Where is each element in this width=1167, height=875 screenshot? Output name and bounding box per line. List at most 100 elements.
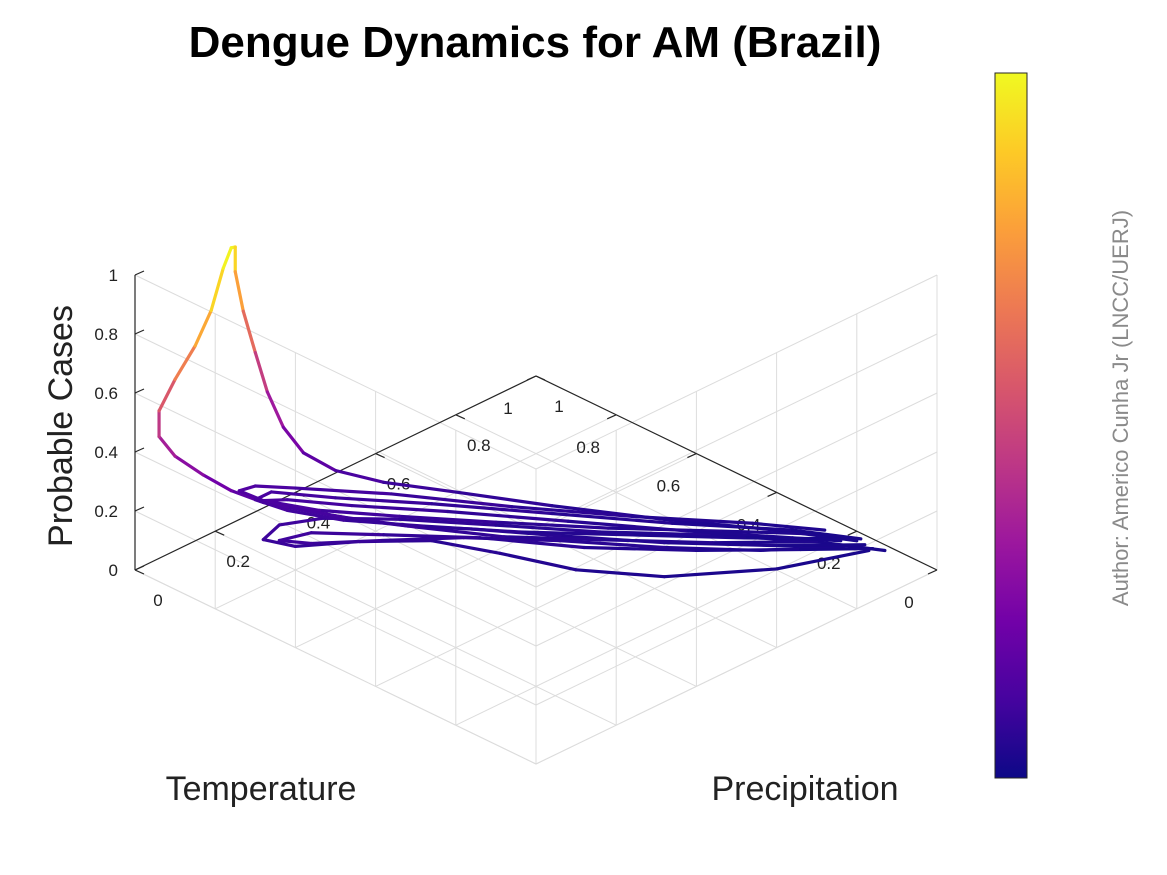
y-axis-line: [134, 375, 537, 571]
x-tick: [526, 375, 537, 381]
trajectory-segment: [742, 536, 847, 541]
z-tick-label: 0.2: [94, 502, 118, 521]
trajectory-segment: [277, 538, 314, 546]
trajectory-segment: [173, 344, 197, 381]
gridline: [535, 392, 938, 588]
x-tick: [847, 530, 858, 536]
trajectory-segment: [281, 425, 306, 455]
trajectory-segment: [799, 546, 875, 552]
colorbar: [994, 72, 1028, 779]
trajectory-segment: [193, 308, 213, 348]
z-tick: [134, 506, 145, 512]
y-tick: [455, 414, 466, 420]
trajectory-segment: [265, 390, 285, 429]
gridline: [535, 333, 938, 529]
trajectory-segment: [630, 514, 755, 525]
y-tick-label: 0: [153, 591, 162, 610]
trajectory-segment: [518, 530, 634, 537]
chart-title: Dengue Dynamics for AM (Brazil): [189, 18, 882, 67]
trajectory-segment: [201, 473, 233, 493]
gridline: [295, 491, 697, 687]
z-tick-label: 0.4: [94, 443, 118, 462]
gridline: [535, 274, 938, 470]
x-tick: [606, 414, 617, 420]
z-tick: [134, 447, 145, 453]
trajectory-segment: [157, 434, 177, 458]
trajectory-segment: [430, 539, 502, 555]
trajectory-segment: [478, 536, 586, 550]
trajectory: [157, 245, 887, 579]
trajectory-segment: [269, 490, 338, 500]
x-tick-label: 0.6: [657, 477, 681, 496]
trajectory-segment: [382, 480, 458, 494]
trajectory-segment: [237, 484, 257, 493]
tick-labels: 000.20.20.40.40.60.60.80.81100.20.40.60.…: [94, 266, 913, 612]
trajectory-segment: [598, 530, 715, 537]
x-tick-label: 0.8: [576, 438, 600, 457]
trajectory-segment: [261, 498, 289, 503]
gridline: [134, 274, 537, 470]
z-tick: [134, 329, 145, 335]
trajectory-segment: [301, 451, 338, 473]
gridline: [214, 530, 617, 726]
trajectory-segment: [502, 535, 602, 542]
trajectory-segment: [333, 468, 386, 484]
y-tick-label: 0.2: [226, 552, 250, 571]
z-tick: [134, 388, 145, 394]
trajectory-segment: [233, 270, 245, 313]
trajectory-segment: [774, 543, 867, 548]
trajectory-segment: [510, 505, 634, 519]
trajectory-segment: [261, 537, 297, 549]
gridline: [134, 333, 537, 529]
z-tick-label: 0: [109, 561, 118, 580]
trajectory-segment: [574, 568, 666, 579]
trajectory-segment: [293, 486, 394, 496]
trajectory-segment: [582, 545, 699, 553]
y-tick: [535, 375, 546, 381]
trajectory-segment: [750, 521, 827, 532]
trajectory-segment: [494, 523, 602, 534]
trajectory-segment: [670, 521, 795, 532]
x-axis-line: [535, 375, 938, 571]
trajectory-segment: [277, 531, 314, 543]
trajectory-segment: [390, 492, 514, 509]
trajectory-segment: [718, 529, 819, 536]
y-tick: [214, 530, 225, 536]
y-axis-label: Precipitation: [711, 770, 898, 808]
z-axis-label: Probable Cases: [42, 305, 80, 547]
trajectory-segment: [333, 496, 434, 506]
trajectory-segment: [309, 538, 382, 546]
x-tick: [767, 491, 777, 497]
y-tick-label: 0.8: [467, 436, 491, 455]
z-tick-label: 0.8: [94, 325, 118, 344]
trajectory-segment: [494, 520, 610, 530]
x-tick-label: 0.4: [737, 515, 761, 534]
z-tick: [134, 565, 145, 571]
trajectory-segment: [446, 509, 570, 523]
trajectory-segment: [398, 517, 498, 527]
x-tick-label: 0: [904, 593, 913, 612]
trajectory-segment: [309, 531, 386, 537]
trajectory-segment: [430, 502, 554, 516]
trajectory-segment: [422, 524, 522, 534]
trajectory-segment: [253, 350, 269, 394]
gridline: [455, 530, 858, 726]
trajectory-segment: [498, 551, 578, 572]
trajectory-segment: [382, 533, 482, 540]
trajectory-segment: [285, 498, 354, 508]
gridline: [455, 414, 858, 610]
z-tick-label: 1: [109, 266, 118, 285]
x-tick: [927, 569, 938, 575]
trajectory-segment: [157, 377, 177, 413]
trajectory-segment: [662, 567, 779, 579]
x-tick-label: 1: [503, 399, 512, 418]
trajectory-segment: [241, 309, 257, 355]
trajectory-segment: [550, 511, 674, 525]
trajectory-segment: [253, 484, 297, 490]
trajectory-segment: [598, 538, 715, 545]
gridline: [214, 414, 617, 610]
trajectory-segment: [261, 523, 281, 542]
gridline: [535, 510, 938, 706]
trajectory-segment: [558, 539, 666, 550]
